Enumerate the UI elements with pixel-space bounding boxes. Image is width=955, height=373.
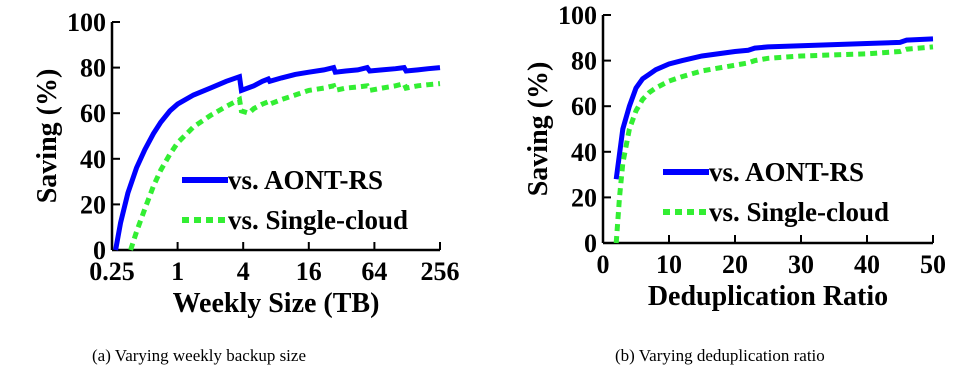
chart-b-x-tick-label: 40	[854, 250, 880, 279]
chart-b-legend-label: vs. Single-cloud	[709, 197, 889, 227]
chart-a-x-tick-label: 256	[421, 257, 460, 286]
chart-a-svg: 0 20 40 60 80 100 0.25 1 4 16 64 256 Weekly Size (TB…	[32, 8, 460, 319]
chart-b-x-tick-label: 20	[722, 250, 748, 279]
chart-b-x-tick-label: 50	[920, 250, 946, 279]
chart-a-x-tick-label: 16	[296, 257, 322, 286]
chart-a-series-line-single-cloud	[128, 80, 441, 251]
chart-b-y-tick-label: 20	[571, 183, 597, 212]
chart-b-x-tick-label: 30	[788, 250, 814, 279]
chart-b-caption: (b) Varying deduplication ratio	[615, 346, 825, 365]
chart-b-y-tick-label: 40	[571, 138, 597, 167]
chart-b-series-line-aont-rs	[613, 36, 934, 180]
chart-a-y-tick-label: 0	[93, 236, 106, 265]
chart-b-y-tick-label: 0	[584, 229, 597, 258]
chart-a-y-tick-label: 80	[80, 54, 106, 83]
chart-panel-a: 0 20 40 60 80 100 0.25 1 4 16 64 256 Weekly Size (TB…	[0, 0, 470, 373]
chart-a-y-tick-label: 100	[67, 8, 106, 37]
chart-b-series-line-single-cloud	[613, 44, 934, 244]
chart-a-legend-label: vs. AONT-RS	[228, 165, 383, 195]
chart-a-legend-label: vs. Single-cloud	[228, 205, 408, 235]
chart-a-caption: (a) Varying weekly backup size	[92, 346, 306, 365]
chart-a-x-tick-label: 1	[171, 257, 184, 286]
chart-a-x-tick-label: 0.25	[89, 257, 135, 286]
chart-b-y-tick-label: 60	[571, 92, 597, 121]
chart-b-y-axis-label: Saving (%)	[523, 62, 554, 197]
chart-a-y-tick-label: 40	[80, 145, 106, 174]
chart-a-series-line-aont-rs	[113, 64, 441, 251]
chart-b-legend-label: vs. AONT-RS	[709, 157, 864, 187]
chart-b-y-tick-label: 80	[571, 47, 597, 76]
chart-a-y-tick-label: 20	[80, 190, 106, 219]
chart-b-x-tick-label: 10	[656, 250, 682, 279]
chart-a-x-tick-label: 64	[361, 257, 387, 286]
chart-b-svg: 0 20 40 60 80 100 0 10 20 30 40 50 Deduplication Rat…	[523, 1, 946, 312]
chart-a-y-tick-label: 60	[80, 99, 106, 128]
chart-panel-b: 0 20 40 60 80 100 0 10 20 30 40 50 Deduplication Rat…	[485, 0, 955, 373]
chart-b-x-tick-label: 0	[597, 250, 610, 279]
chart-b-y-tick-label: 100	[558, 1, 597, 30]
chart-a-x-axis-label: Weekly Size (TB)	[173, 288, 380, 319]
chart-a-y-axis-label: Saving (%)	[32, 69, 63, 204]
chart-a-x-tick-label: 4	[237, 257, 250, 286]
chart-b-x-axis-label: Deduplication Ratio	[648, 281, 888, 312]
